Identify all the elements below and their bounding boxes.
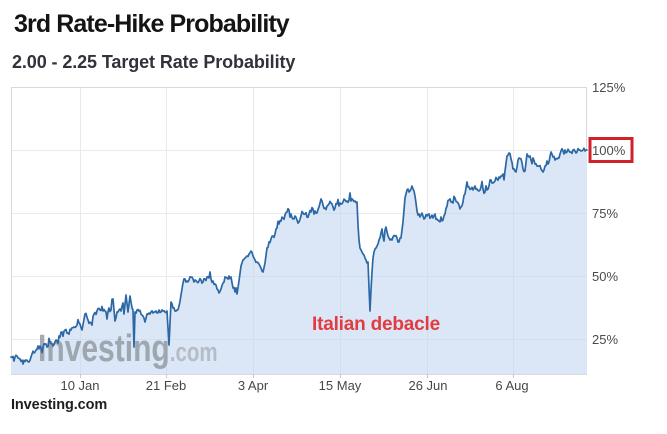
svg-text:125%: 125% xyxy=(592,80,626,95)
svg-text:25%: 25% xyxy=(592,332,618,347)
svg-text:Italian debacle: Italian debacle xyxy=(312,314,440,335)
svg-text:6 Aug: 6 Aug xyxy=(495,378,528,393)
svg-text:3 Apr: 3 Apr xyxy=(238,378,269,393)
svg-text:75%: 75% xyxy=(592,206,618,221)
svg-text:15 May: 15 May xyxy=(319,378,362,393)
svg-text:100%: 100% xyxy=(592,143,626,158)
svg-text:21 Feb: 21 Feb xyxy=(146,378,186,393)
svg-text:10 Jan: 10 Jan xyxy=(60,378,99,393)
svg-text:26 Jun: 26 Jun xyxy=(408,378,447,393)
svg-text:50%: 50% xyxy=(592,269,618,284)
